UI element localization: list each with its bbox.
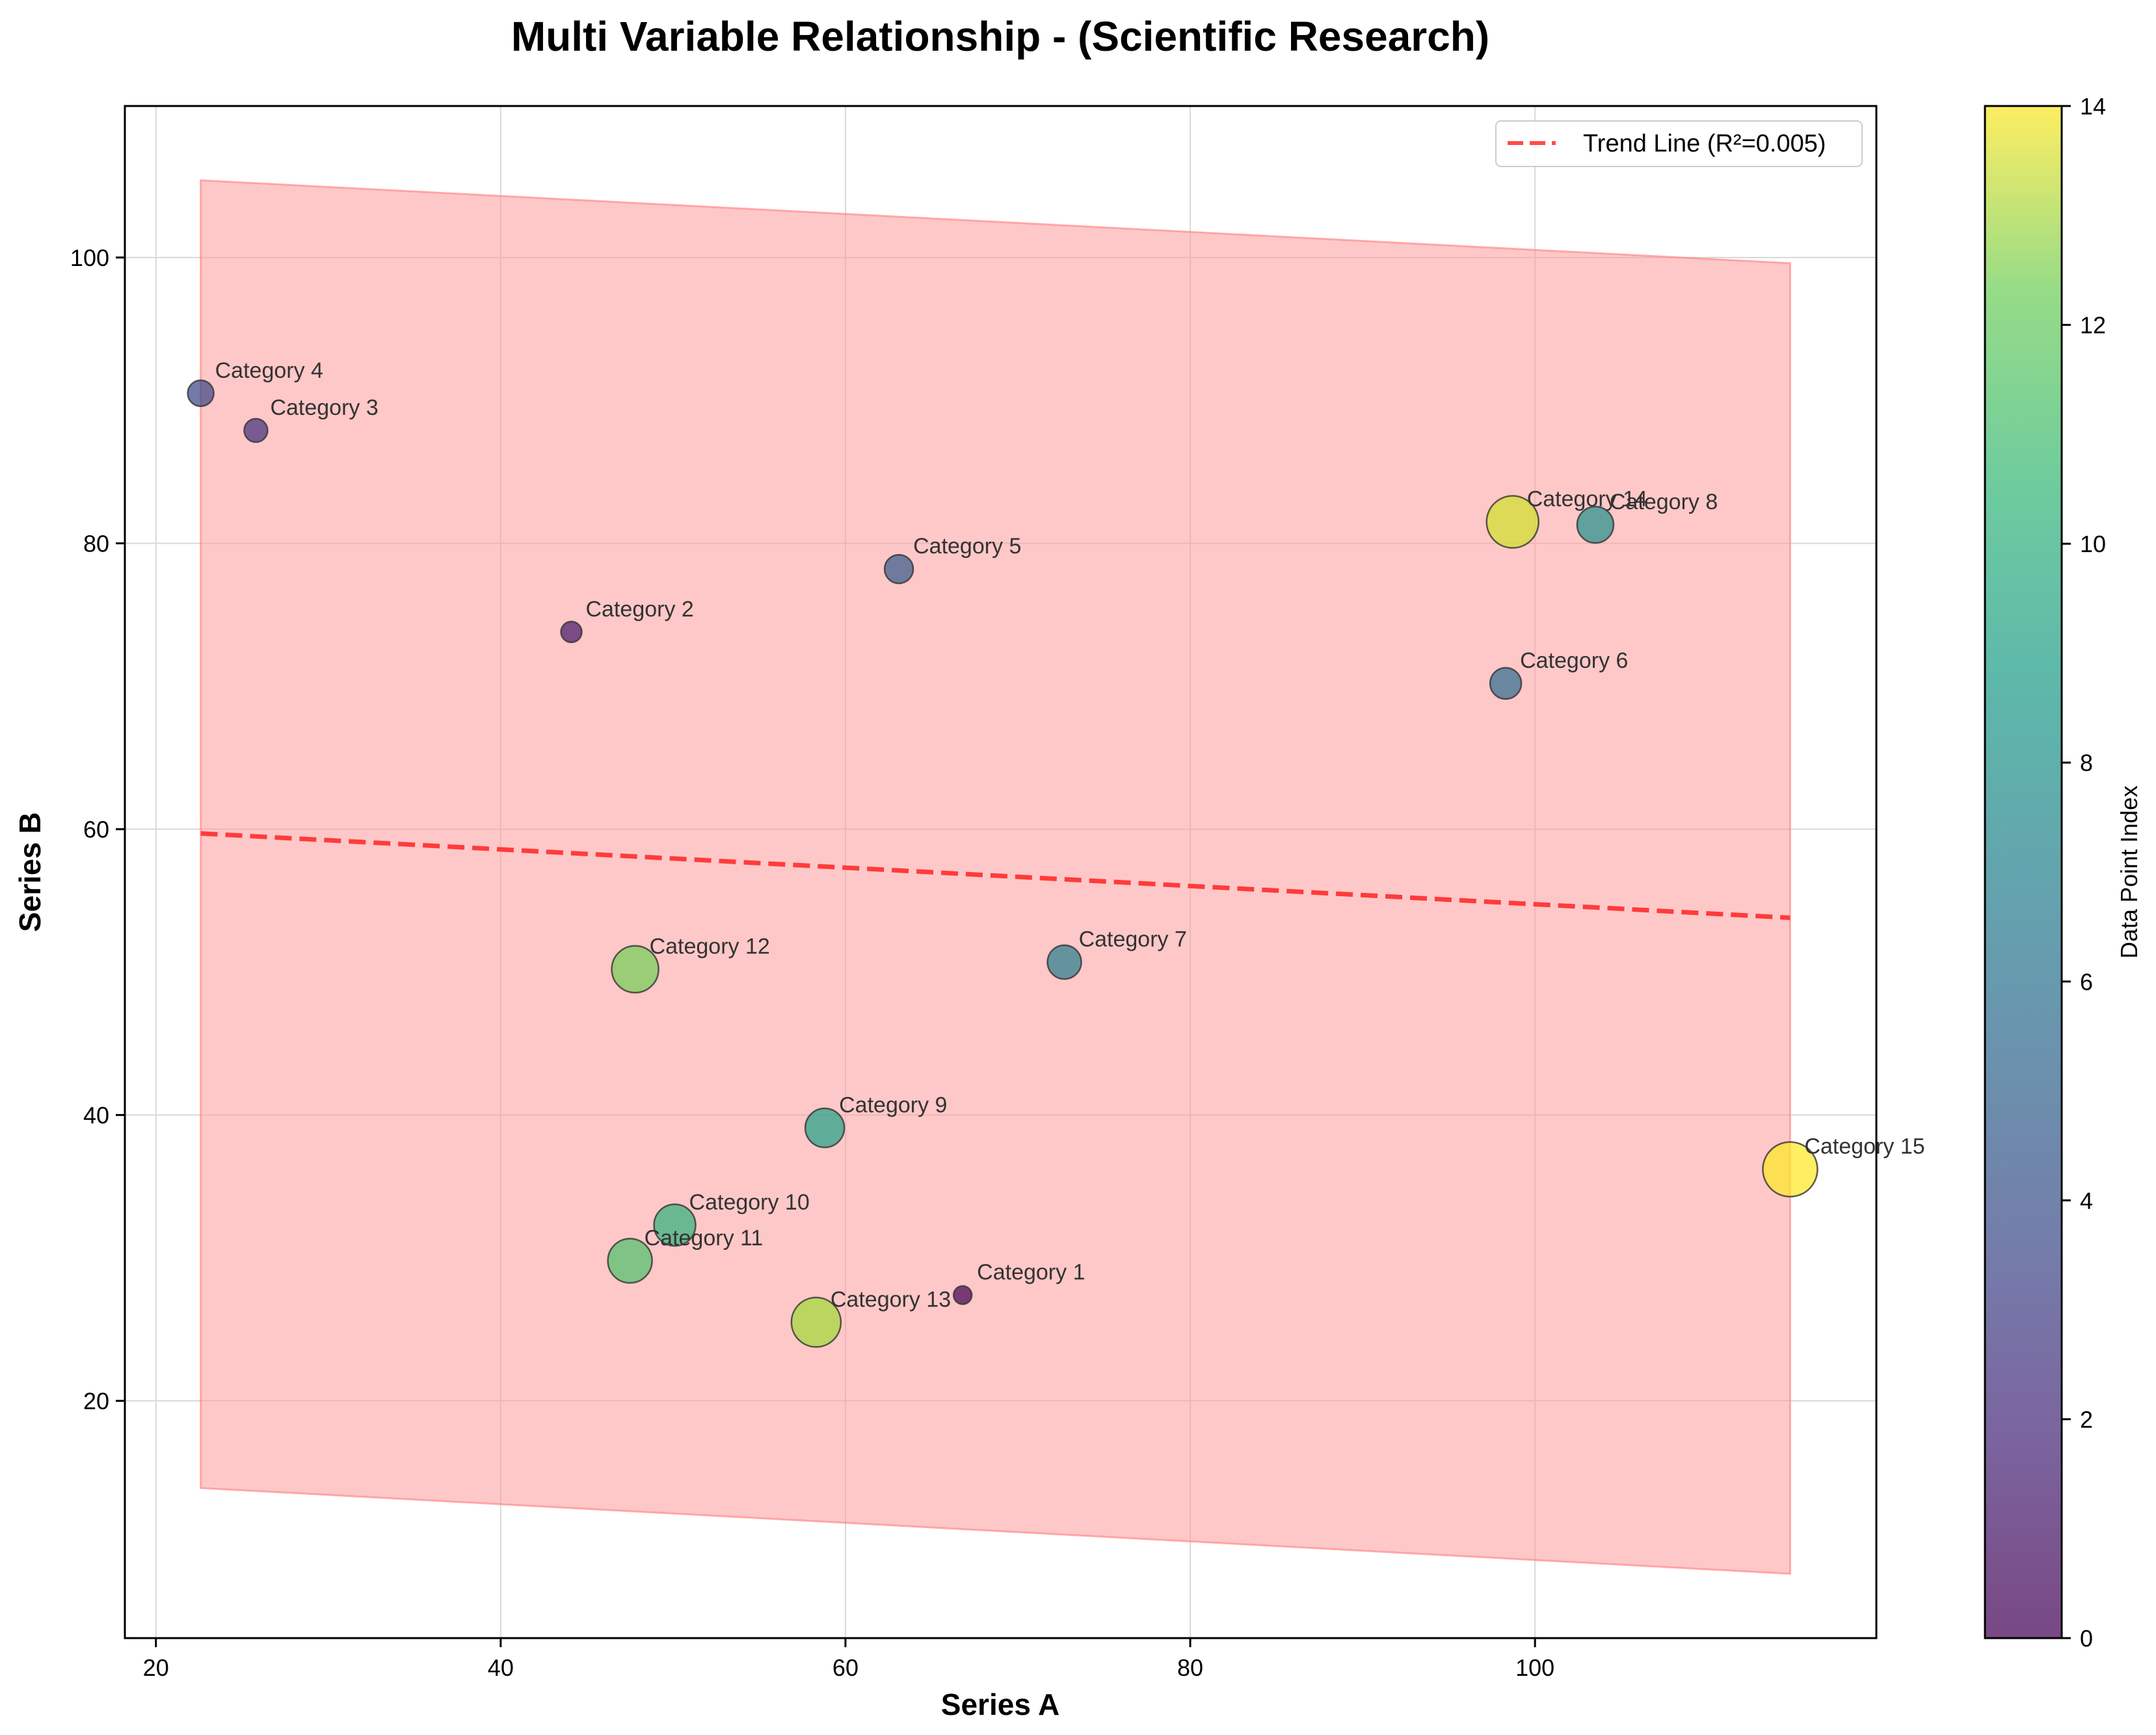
data-point <box>1762 1141 1818 1198</box>
legend-entry-trend: Trend Line (R²=0.005) <box>1583 130 1826 157</box>
data-point <box>560 620 583 644</box>
point-label: Category 4 <box>215 358 323 383</box>
legend-box <box>1495 120 1863 167</box>
y-axis-label: Series B <box>13 812 47 932</box>
data-point <box>1576 505 1615 544</box>
colorbar: 0 2 4 6 8 10 12 14 Data Point Index <box>1984 93 2142 1652</box>
trend-line <box>200 831 1790 920</box>
x-tick-label: 40 <box>488 1654 514 1681</box>
data-point <box>804 1107 845 1148</box>
y-tick-label: 20 <box>83 1388 109 1414</box>
data-point <box>1489 667 1523 700</box>
data-point <box>611 945 659 994</box>
x-axis-ticks: 20 40 60 80 100 <box>143 1638 1554 1681</box>
data-point <box>653 1203 697 1247</box>
y-tick-label: 80 <box>83 531 109 557</box>
data-point <box>607 1238 653 1284</box>
point-label: Category 3 <box>270 395 378 420</box>
plot-frame <box>124 105 1878 1639</box>
colorbar-tick-label: 10 <box>2080 531 2106 557</box>
x-axis-label: Series A <box>941 1688 1059 1721</box>
colorbar-tick-label: 0 <box>2080 1625 2093 1652</box>
y-tick-label: 60 <box>83 816 109 843</box>
data-point <box>883 553 914 585</box>
y-tick-label: 100 <box>70 245 109 271</box>
data-point <box>952 1285 973 1305</box>
data-points <box>187 379 1818 1348</box>
x-tick-label: 60 <box>832 1654 858 1681</box>
colorbar-label: Data Point Index <box>2116 786 2142 959</box>
point-label: Category 6 <box>1520 648 1628 673</box>
legend: Trend Line (R²=0.005) <box>1495 120 1863 167</box>
point-labels: Category 1 Category 2 Category 3 Category 4… <box>215 358 1925 1312</box>
colorbar-tick-label: 14 <box>2080 93 2106 120</box>
colorbar-tick-label: 8 <box>2080 750 2093 776</box>
colorbar-tick-label: 6 <box>2080 968 2093 995</box>
x-tick-label: 100 <box>1515 1654 1554 1681</box>
point-label: Category 13 <box>831 1287 951 1312</box>
point-label: Category 10 <box>689 1190 810 1215</box>
x-tick-label: 20 <box>143 1654 169 1681</box>
data-point <box>243 417 269 444</box>
colorbar-tick-label: 12 <box>2080 312 2106 339</box>
point-label: Category 15 <box>1804 1134 1924 1159</box>
point-label: Category 5 <box>913 534 1021 559</box>
point-label: Category 8 <box>1610 490 1718 514</box>
colorbar-tick-label: 4 <box>2080 1187 2093 1214</box>
point-label: Category 1 <box>977 1260 1085 1285</box>
point-label: Category 11 <box>645 1226 764 1251</box>
data-point <box>187 379 215 407</box>
colorbar-gradient <box>1984 105 2063 1639</box>
chart-title: Multi Variable Relationship - (Scientifi… <box>511 13 1489 60</box>
y-axis-ticks: 20 40 60 80 100 <box>70 245 125 1414</box>
colorbar-tick-label: 2 <box>2080 1406 2093 1433</box>
x-tick-label: 80 <box>1177 1654 1203 1681</box>
point-label: Category 12 <box>650 934 770 959</box>
point-label: Category 14 <box>1527 487 1647 512</box>
data-point <box>790 1297 842 1348</box>
data-point <box>1485 495 1539 549</box>
colorbar-ticks: 0 2 4 6 8 10 12 14 <box>2062 93 2106 1652</box>
trend-line-layer <box>200 831 1790 920</box>
y-tick-label: 40 <box>83 1102 109 1129</box>
point-label: Category 9 <box>839 1093 947 1117</box>
point-label: Category 7 <box>1079 927 1187 951</box>
data-point <box>1046 944 1082 980</box>
point-label: Category 2 <box>586 597 694 622</box>
